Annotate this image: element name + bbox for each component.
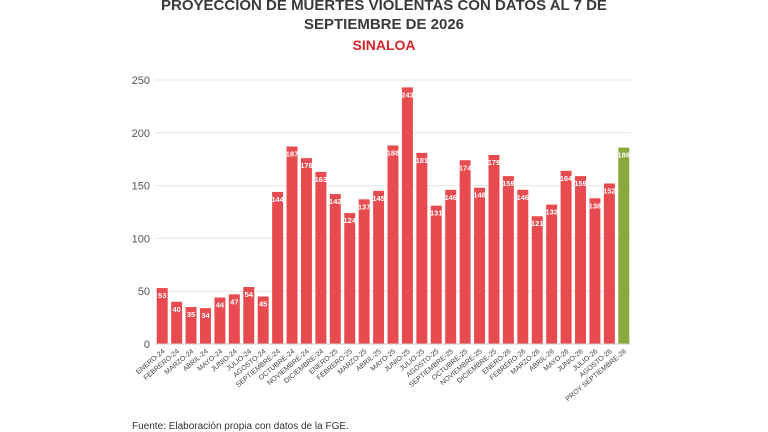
bar	[416, 152, 428, 344]
bar	[401, 87, 413, 344]
chart-subtitle: SINALOA	[352, 37, 416, 53]
bar	[474, 187, 486, 344]
bar	[358, 199, 370, 344]
y-tick-label: 250	[132, 75, 150, 87]
data-label: 144	[271, 195, 284, 204]
data-label: 138	[589, 201, 602, 210]
data-label: 159	[574, 179, 587, 188]
data-label: 145	[372, 194, 385, 203]
data-label: 45	[259, 299, 267, 308]
data-label: 40	[172, 305, 180, 314]
y-tick-label: 200	[132, 128, 150, 140]
bar	[243, 286, 255, 344]
projection-bar	[618, 147, 630, 344]
data-label: 181	[416, 156, 429, 165]
bar	[300, 158, 312, 344]
bar	[185, 307, 197, 344]
data-label: 159	[502, 179, 515, 188]
data-label: 132	[545, 208, 558, 217]
bar	[430, 205, 442, 344]
bar	[156, 288, 168, 344]
data-label: 124	[343, 216, 356, 225]
bar	[502, 176, 514, 344]
data-label: 187	[286, 150, 299, 159]
bar	[589, 198, 601, 344]
data-label: 53	[158, 291, 166, 300]
bar	[373, 190, 385, 344]
y-tick-label: 50	[138, 286, 150, 298]
bar	[488, 154, 500, 344]
bar	[200, 308, 211, 344]
bar	[257, 296, 269, 344]
chart-title-line1: PROYECCIÓN DE MUERTES VIOLENTAS CON DATO…	[161, 0, 607, 14]
data-label: 137	[358, 202, 371, 211]
data-label: 163	[315, 175, 328, 184]
bar	[603, 183, 615, 344]
chart-title-line2: SEPTIEMBRE DE 2026	[303, 16, 465, 33]
data-label: 176	[300, 161, 313, 170]
bar	[315, 171, 327, 344]
data-label: 35	[187, 310, 195, 319]
y-tick-label: 0	[144, 339, 150, 351]
data-label: 142	[329, 197, 342, 206]
data-label: 146	[444, 193, 457, 202]
bar	[286, 146, 298, 344]
bar	[531, 216, 543, 344]
data-label: 47	[230, 297, 238, 306]
bar	[517, 189, 529, 344]
data-label: 174	[459, 163, 472, 172]
bar	[459, 160, 471, 344]
data-label: 34	[201, 311, 210, 320]
bar	[560, 170, 572, 344]
bar	[344, 213, 356, 344]
bar	[387, 145, 399, 344]
bar	[214, 297, 226, 344]
data-label: 148	[473, 191, 486, 200]
data-label: 188	[387, 148, 400, 157]
bar	[546, 204, 558, 344]
bar	[272, 191, 284, 344]
bar	[171, 301, 183, 344]
bar	[228, 294, 240, 344]
data-label: 131	[430, 209, 443, 218]
y-tick-label: 150	[132, 181, 150, 193]
chart-title: PROYECCIÓN DE MUERTES VIOLENTAS CON DATO…	[0, 0, 768, 34]
data-label: 243	[401, 90, 414, 99]
data-label: 54	[245, 290, 254, 299]
data-label: 146	[517, 193, 530, 202]
bar	[329, 194, 341, 344]
data-label: 152	[603, 186, 616, 195]
data-label: 179	[488, 158, 501, 167]
data-label: 44	[216, 301, 225, 310]
data-label: 164	[560, 174, 573, 183]
source-note: Fuente: Elaboración propia con datos de …	[132, 421, 349, 432]
data-label: 186	[618, 151, 631, 160]
bar	[575, 176, 586, 344]
data-label: 121	[531, 219, 544, 228]
bar	[445, 189, 457, 344]
y-tick-label: 100	[132, 233, 150, 245]
